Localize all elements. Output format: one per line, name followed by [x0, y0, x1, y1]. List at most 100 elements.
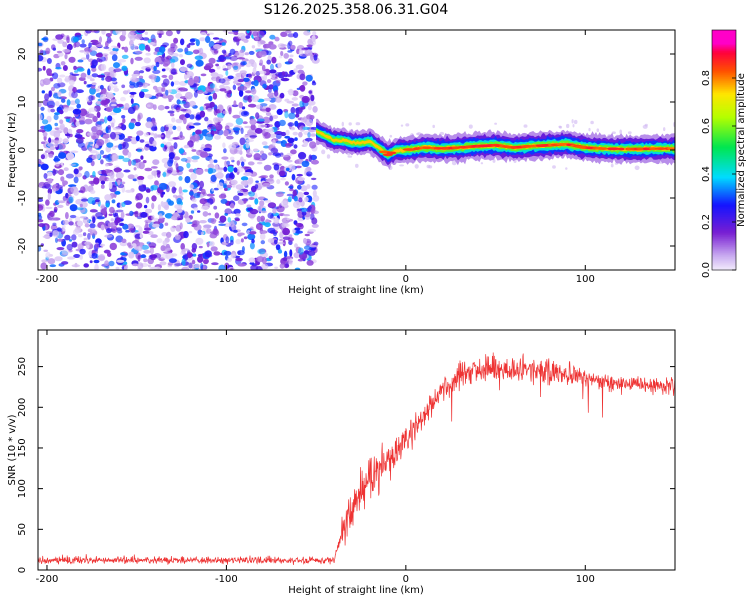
noise-speckle	[259, 62, 263, 66]
colorbar-step	[712, 178, 736, 181]
noise-speckle	[275, 244, 281, 251]
noise-speckle	[48, 90, 52, 98]
faint-speckle	[399, 164, 404, 167]
noise-speckle	[254, 184, 259, 189]
noise-speckle	[65, 212, 69, 220]
noise-speckle	[132, 263, 139, 267]
noise-speckle	[108, 83, 114, 91]
noise-speckle	[199, 220, 207, 224]
noise-speckle	[43, 124, 53, 132]
noise-speckle	[38, 204, 44, 211]
faint-speckle	[573, 119, 578, 125]
faint-speckle	[663, 127, 666, 132]
signal-peak	[654, 147, 667, 151]
noise-speckle	[288, 58, 294, 64]
noise-speckle	[176, 125, 182, 132]
noise-speckle	[105, 75, 113, 82]
noise-speckle	[110, 218, 115, 222]
noise-speckle	[212, 228, 219, 235]
colorbar-step	[712, 30, 736, 33]
noise-speckle	[242, 121, 248, 125]
noise-speckle	[300, 207, 308, 213]
colorbar-step	[712, 224, 736, 227]
noise-speckle	[157, 104, 165, 111]
noise-speckle	[208, 68, 216, 73]
noise-speckle	[133, 82, 139, 88]
noise-speckle	[298, 131, 303, 138]
noise-speckle	[121, 124, 127, 131]
noise-speckle	[112, 47, 119, 52]
noise-speckle	[217, 169, 223, 173]
noise-speckle	[312, 106, 318, 113]
noise-speckle	[109, 112, 118, 116]
colorbar-step	[712, 84, 736, 87]
noise-speckle	[268, 152, 273, 156]
noise-speckle	[210, 246, 218, 252]
noise-speckle	[199, 180, 205, 189]
noise-speckle	[42, 235, 49, 238]
noise-speckle	[92, 135, 97, 140]
noise-speckle	[269, 69, 277, 74]
colorbar-step	[712, 170, 736, 173]
noise-speckle	[113, 87, 120, 92]
noise-speckle	[303, 30, 311, 36]
noise-speckle	[260, 210, 267, 214]
noise-speckle	[90, 208, 98, 213]
noise-speckle	[113, 85, 118, 89]
colorbar-step	[712, 38, 736, 41]
noise-speckle	[225, 70, 229, 76]
noise-speckle	[49, 264, 57, 268]
noise-speckle	[243, 95, 250, 101]
noise-speckle	[137, 255, 141, 262]
noise-speckle	[303, 237, 307, 244]
noise-speckle	[68, 56, 76, 63]
noise-speckle	[183, 231, 189, 239]
noise-speckle	[38, 163, 41, 167]
noise-speckle	[206, 193, 215, 197]
noise-speckle	[310, 42, 314, 45]
noise-speckle	[96, 124, 103, 131]
noise-speckle	[100, 99, 108, 106]
noise-speckle	[235, 213, 241, 217]
noise-speckle	[42, 36, 49, 43]
noise-speckle	[40, 106, 45, 111]
colorbar-step	[712, 222, 736, 225]
noise-speckle	[300, 185, 308, 192]
noise-speckle	[47, 104, 55, 109]
noise-speckle	[231, 104, 239, 108]
noise-speckle	[184, 113, 191, 119]
noise-speckle	[127, 242, 132, 247]
noise-speckle	[232, 84, 237, 91]
noise-speckle	[131, 159, 137, 166]
y-tick-label: -20	[17, 238, 28, 254]
noise-speckle	[285, 143, 293, 146]
noise-speckle	[165, 132, 171, 139]
faint-speckle	[451, 160, 457, 166]
noise-speckle	[155, 61, 160, 68]
noise-speckle	[176, 197, 182, 205]
noise-speckle	[222, 110, 228, 115]
noise-speckle	[267, 212, 274, 219]
noise-speckle	[165, 89, 169, 96]
colorbar-step	[712, 78, 736, 81]
noise-speckle	[101, 169, 107, 175]
colorbar-step	[712, 172, 736, 175]
noise-speckle	[207, 168, 217, 174]
noise-speckle	[196, 90, 204, 94]
noise-speckle	[149, 42, 156, 45]
colorbar-step	[712, 220, 736, 223]
noise-speckle	[233, 229, 238, 233]
colorbar-step	[712, 46, 736, 49]
noise-speckle	[134, 50, 143, 54]
noise-speckle	[127, 136, 133, 139]
noise-speckle	[152, 85, 158, 90]
faint-speckle	[627, 131, 632, 135]
noise-speckle	[43, 249, 48, 252]
noise-speckle	[193, 207, 198, 211]
colorbar-step	[712, 128, 736, 131]
noise-speckle	[47, 143, 55, 147]
noise-speckle	[225, 236, 230, 244]
noise-speckle	[281, 222, 287, 228]
noise-speckle	[193, 192, 202, 199]
noise-speckle	[159, 182, 168, 190]
